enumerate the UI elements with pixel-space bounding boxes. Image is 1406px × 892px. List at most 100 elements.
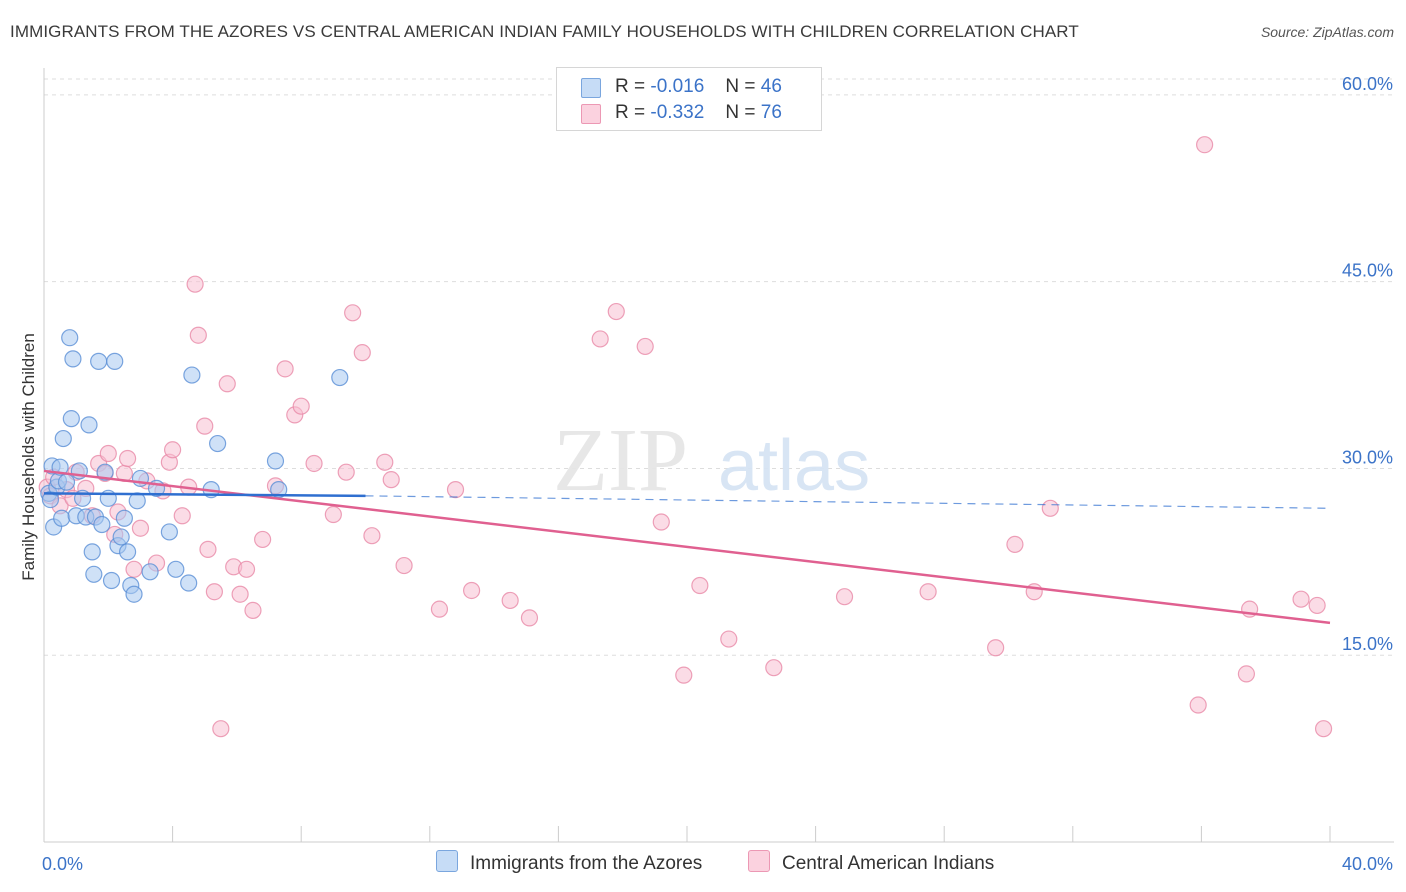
central-american-point bbox=[205, 583, 223, 601]
azores-point bbox=[118, 543, 137, 561]
legend-n-value: 46 bbox=[760, 76, 782, 97]
y-axis-label: Family Households with Children bbox=[19, 333, 38, 581]
y-tick-labels: 15.0% 30.0% 45.0% 60.0% bbox=[1342, 74, 1393, 654]
legend-r-label: R = bbox=[615, 76, 646, 97]
trend-line-azores-extension bbox=[365, 495, 1331, 509]
central-american-point bbox=[636, 337, 654, 356]
series-legend-central-american: Central American Indians bbox=[748, 850, 994, 875]
watermark-atlas: atlas bbox=[718, 426, 870, 506]
central-american-point bbox=[244, 601, 262, 620]
central-american-point bbox=[189, 326, 207, 344]
legend-n-label: N = bbox=[725, 102, 756, 123]
source-label: Source: ZipAtlas.com bbox=[1260, 24, 1394, 40]
central-american-point bbox=[218, 375, 236, 393]
central-american-point bbox=[212, 720, 230, 738]
x-tick-labels: 0.0% 40.0% bbox=[42, 854, 1393, 874]
watermark-zip: ZIP bbox=[553, 411, 688, 510]
central-american-point bbox=[675, 666, 693, 684]
central-american-point bbox=[276, 360, 294, 378]
central-american-point bbox=[231, 585, 249, 603]
central-american-point bbox=[173, 507, 191, 525]
series-legend-azores: Immigrants from the Azores bbox=[436, 850, 702, 875]
central-american-point bbox=[430, 600, 449, 618]
central-american-point bbox=[305, 454, 323, 473]
central-american-point bbox=[199, 540, 217, 558]
central-american-point bbox=[395, 556, 413, 575]
azores-point bbox=[160, 523, 178, 541]
azores-point bbox=[106, 352, 124, 370]
central-american-point bbox=[363, 527, 381, 545]
azores-point bbox=[125, 585, 143, 603]
central-american-point bbox=[607, 302, 625, 321]
central-american-point bbox=[292, 397, 310, 415]
watermark: ZIP atlas bbox=[553, 411, 870, 510]
azores-point bbox=[266, 452, 285, 470]
central-american-point bbox=[652, 513, 670, 531]
azores-point bbox=[167, 560, 185, 578]
y-tick-label: 60.0% bbox=[1342, 74, 1393, 94]
legend-r-value: -0.332 bbox=[650, 102, 705, 123]
y-tick-label: 45.0% bbox=[1342, 261, 1393, 281]
azores-point bbox=[112, 528, 130, 546]
azores-point bbox=[90, 352, 108, 370]
chart-title: IMMIGRANTS FROM THE AZORES VS CENTRAL AM… bbox=[10, 22, 1079, 41]
azores-point bbox=[83, 543, 101, 561]
azores-point bbox=[54, 429, 72, 448]
central-american-point bbox=[591, 330, 609, 348]
central-american-point bbox=[337, 463, 355, 481]
central-american-point bbox=[691, 576, 709, 595]
legend-swatch-pink bbox=[581, 104, 601, 124]
azores-point bbox=[93, 515, 111, 534]
central-american-point bbox=[1237, 665, 1256, 683]
central-american-point bbox=[131, 519, 150, 537]
central-american-point bbox=[1041, 499, 1059, 517]
trend-line-azores bbox=[43, 492, 366, 498]
central-american-point bbox=[382, 471, 400, 489]
central-american-point bbox=[186, 275, 204, 293]
central-american-point bbox=[501, 591, 519, 610]
azores-point bbox=[183, 366, 201, 384]
central-american-point bbox=[254, 530, 272, 549]
central-american-point bbox=[765, 659, 783, 677]
data-points bbox=[38, 136, 1333, 738]
central-american-point bbox=[237, 560, 256, 578]
legend-n-value: 76 bbox=[760, 102, 782, 123]
azores-point bbox=[141, 563, 159, 581]
legend-swatch-blue bbox=[581, 78, 601, 98]
azores-point bbox=[180, 574, 198, 592]
azores-point bbox=[331, 368, 349, 387]
central-american-point bbox=[987, 639, 1005, 657]
central-american-point bbox=[353, 344, 371, 362]
azores-point bbox=[209, 434, 227, 453]
series-name-central-american: Central American Indians bbox=[782, 853, 995, 874]
central-american-point bbox=[919, 583, 937, 601]
azores-point bbox=[62, 410, 80, 428]
series-swatch-blue bbox=[436, 850, 458, 872]
azores-point bbox=[102, 571, 121, 590]
series-name-azores: Immigrants from the Azores bbox=[470, 853, 703, 874]
azores-point bbox=[128, 492, 146, 510]
central-american-point bbox=[99, 444, 117, 463]
central-american-point bbox=[520, 609, 539, 627]
central-american-point bbox=[835, 588, 854, 606]
azores-point bbox=[57, 473, 76, 491]
azores-point bbox=[61, 329, 79, 347]
azores-point bbox=[53, 509, 71, 527]
central-american-point bbox=[324, 505, 342, 524]
central-american-point bbox=[1292, 590, 1310, 608]
axes bbox=[43, 68, 1394, 843]
central-american-point bbox=[118, 449, 137, 468]
central-american-point bbox=[1308, 596, 1326, 615]
y-tick-label: 30.0% bbox=[1342, 447, 1393, 467]
legend-n-label: N = bbox=[725, 76, 756, 97]
azores-point bbox=[85, 565, 103, 583]
azores-point bbox=[64, 350, 82, 368]
central-american-point bbox=[1314, 720, 1333, 738]
legend-r-label: R = bbox=[615, 102, 646, 123]
central-american-point bbox=[196, 417, 214, 435]
y-tick-label: 15.0% bbox=[1342, 634, 1393, 654]
central-american-point bbox=[164, 441, 182, 459]
correlation-legend: R = -0.016 N = 46 R = -0.332 N = 76 bbox=[556, 67, 822, 131]
azores-point bbox=[115, 509, 133, 527]
